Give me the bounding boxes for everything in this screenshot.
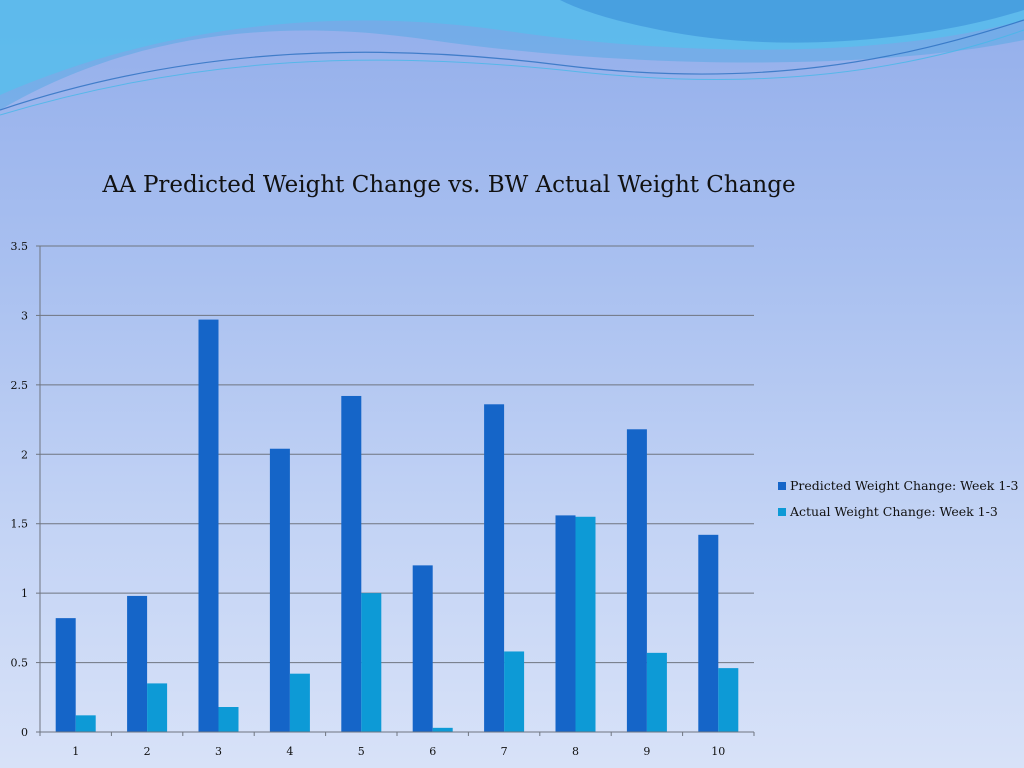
bar-predicted [198, 319, 219, 732]
bar-actual [147, 683, 168, 732]
x-tick-label: 10 [711, 745, 725, 758]
legend-swatch [778, 482, 786, 490]
y-tick-label: 0.5 [11, 657, 29, 670]
bar-actual [504, 651, 525, 732]
x-tick-label: 1 [72, 745, 79, 758]
y-axis-ticks: 0 0.5 1 1.5 2 2.5 3 3.5 [11, 240, 40, 739]
bar-actual [289, 673, 310, 732]
bar-predicted [555, 515, 576, 732]
x-tick-label: 6 [429, 745, 436, 758]
y-tick-label: 3.5 [11, 240, 29, 253]
bar-actual [575, 516, 596, 732]
bar-actual [218, 707, 239, 732]
bar-actual [361, 593, 382, 732]
bar-predicted [341, 395, 362, 732]
bar-predicted [55, 618, 76, 732]
y-tick-label: 2 [21, 448, 28, 461]
bar-actual [646, 652, 667, 732]
y-tick-label: 2.5 [11, 379, 29, 392]
x-tick-label: 8 [572, 745, 579, 758]
y-tick-label: 1.5 [11, 518, 29, 531]
bar-actual [75, 715, 96, 732]
x-tick-label: 2 [144, 745, 151, 758]
x-tick-label: 3 [215, 745, 222, 758]
decorative-wave [0, 0, 1024, 116]
y-tick-label: 0 [21, 726, 28, 739]
legend: Predicted Weight Change: Week 1-3 Actual … [778, 478, 1019, 519]
legend-swatch [778, 508, 786, 516]
bars [55, 319, 739, 732]
y-tick-label: 1 [21, 587, 28, 600]
legend-label: Actual Weight Change: Week 1-3 [789, 504, 998, 519]
bar-predicted [269, 448, 290, 732]
x-tick-label: 4 [286, 745, 293, 758]
bar-predicted [484, 404, 505, 732]
bar-predicted [127, 595, 148, 732]
bar-actual [718, 668, 739, 732]
bar-actual [432, 727, 453, 732]
x-axis-ticks: 1 2 3 4 5 6 7 8 9 10 [39, 732, 755, 758]
legend-label: Predicted Weight Change: Week 1-3 [790, 478, 1019, 493]
x-tick-label: 9 [643, 745, 650, 758]
chart-title: AA Predicted Weight Change vs. BW Actual… [101, 172, 795, 198]
bar-predicted [412, 565, 433, 732]
y-tick-label: 3 [21, 309, 28, 322]
x-tick-label: 7 [501, 745, 508, 758]
x-tick-label: 5 [358, 745, 365, 758]
bar-predicted [626, 429, 647, 732]
bar-predicted [698, 534, 719, 732]
